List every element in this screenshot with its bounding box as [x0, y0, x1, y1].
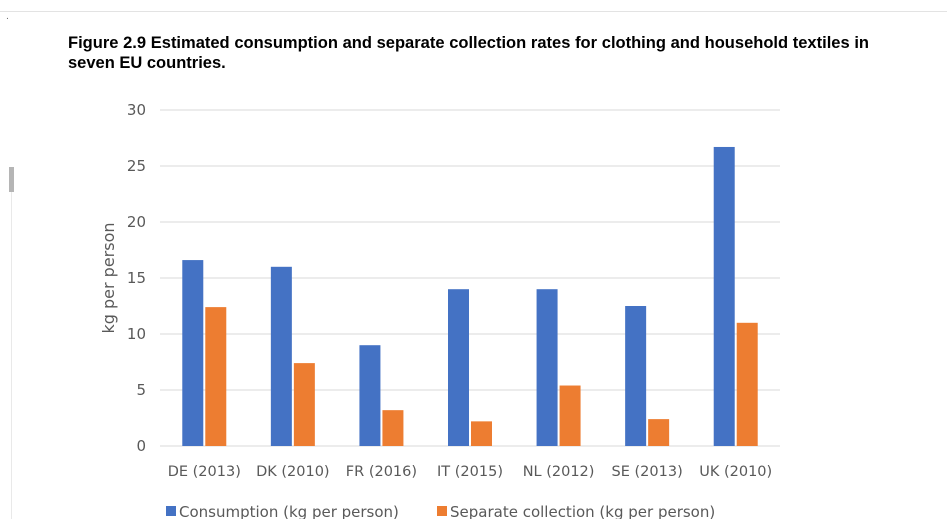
collection-bar-4 [559, 385, 581, 446]
legend-label-1: Separate collection (kg per person) [450, 503, 715, 519]
collection-bar-6 [736, 322, 758, 446]
consumption-bar-1 [270, 266, 292, 446]
chart-x-tick-labels: DE (2013) DK (2010) FR (2016) IT (2015) NL (… [168, 464, 772, 480]
y-tick-label: 30 [127, 101, 146, 119]
figure-title: Figure 2.9 Estimated consumption and sep… [68, 34, 869, 72]
x-tick-label: DE (2013) [168, 464, 241, 480]
legend-swatch-0 [166, 506, 176, 516]
collection-bar-1 [293, 363, 315, 446]
x-tick-label: DK (2010) [256, 464, 330, 480]
y-tick-label: 20 [127, 213, 146, 231]
x-tick-label: UK (2010) [699, 464, 772, 480]
x-tick-label: NL (2012) [523, 464, 595, 480]
y-tick-label: 15 [127, 269, 146, 287]
collection-bar-0 [205, 307, 227, 446]
collection-bar-5 [648, 419, 670, 446]
chart-y-tick-labels: 0 5 10 15 20 25 30 [127, 101, 146, 455]
page-scroll-marker [9, 167, 14, 192]
consumption-bar-4 [536, 289, 558, 446]
y-axis-label: kg per person [99, 222, 118, 333]
collection-bar-3 [471, 421, 492, 446]
y-tick-label: 25 [127, 157, 146, 175]
legend-swatch-1 [437, 506, 447, 516]
chart-y-axis-label-group: kg per person [99, 222, 118, 333]
consumption-bar-0 [182, 260, 204, 446]
collection-bar-2 [382, 410, 404, 446]
y-tick-label: 5 [136, 381, 146, 399]
chart-gridlines [160, 109, 780, 447]
x-tick-label: SE (2013) [612, 464, 683, 480]
page-top-rule [0, 11, 947, 12]
consumption-bar-2 [359, 345, 381, 446]
chart-bars [182, 146, 758, 446]
consumption-bar-6 [713, 146, 735, 446]
x-tick-label: IT (2015) [437, 464, 503, 480]
y-tick-label: 10 [127, 325, 146, 343]
y-tick-label: 0 [136, 437, 146, 455]
x-tick-label: FR (2016) [346, 464, 417, 480]
consumption-bar-3 [448, 289, 469, 446]
legend-label-0: Consumption (kg per person) [179, 503, 399, 519]
page-left-margin-line [11, 192, 12, 519]
page-corner-mark: . [6, 12, 9, 22]
consumption-bar-5 [625, 306, 647, 446]
chart-legend: Consumption (kg per person) Separate coll… [166, 503, 715, 519]
